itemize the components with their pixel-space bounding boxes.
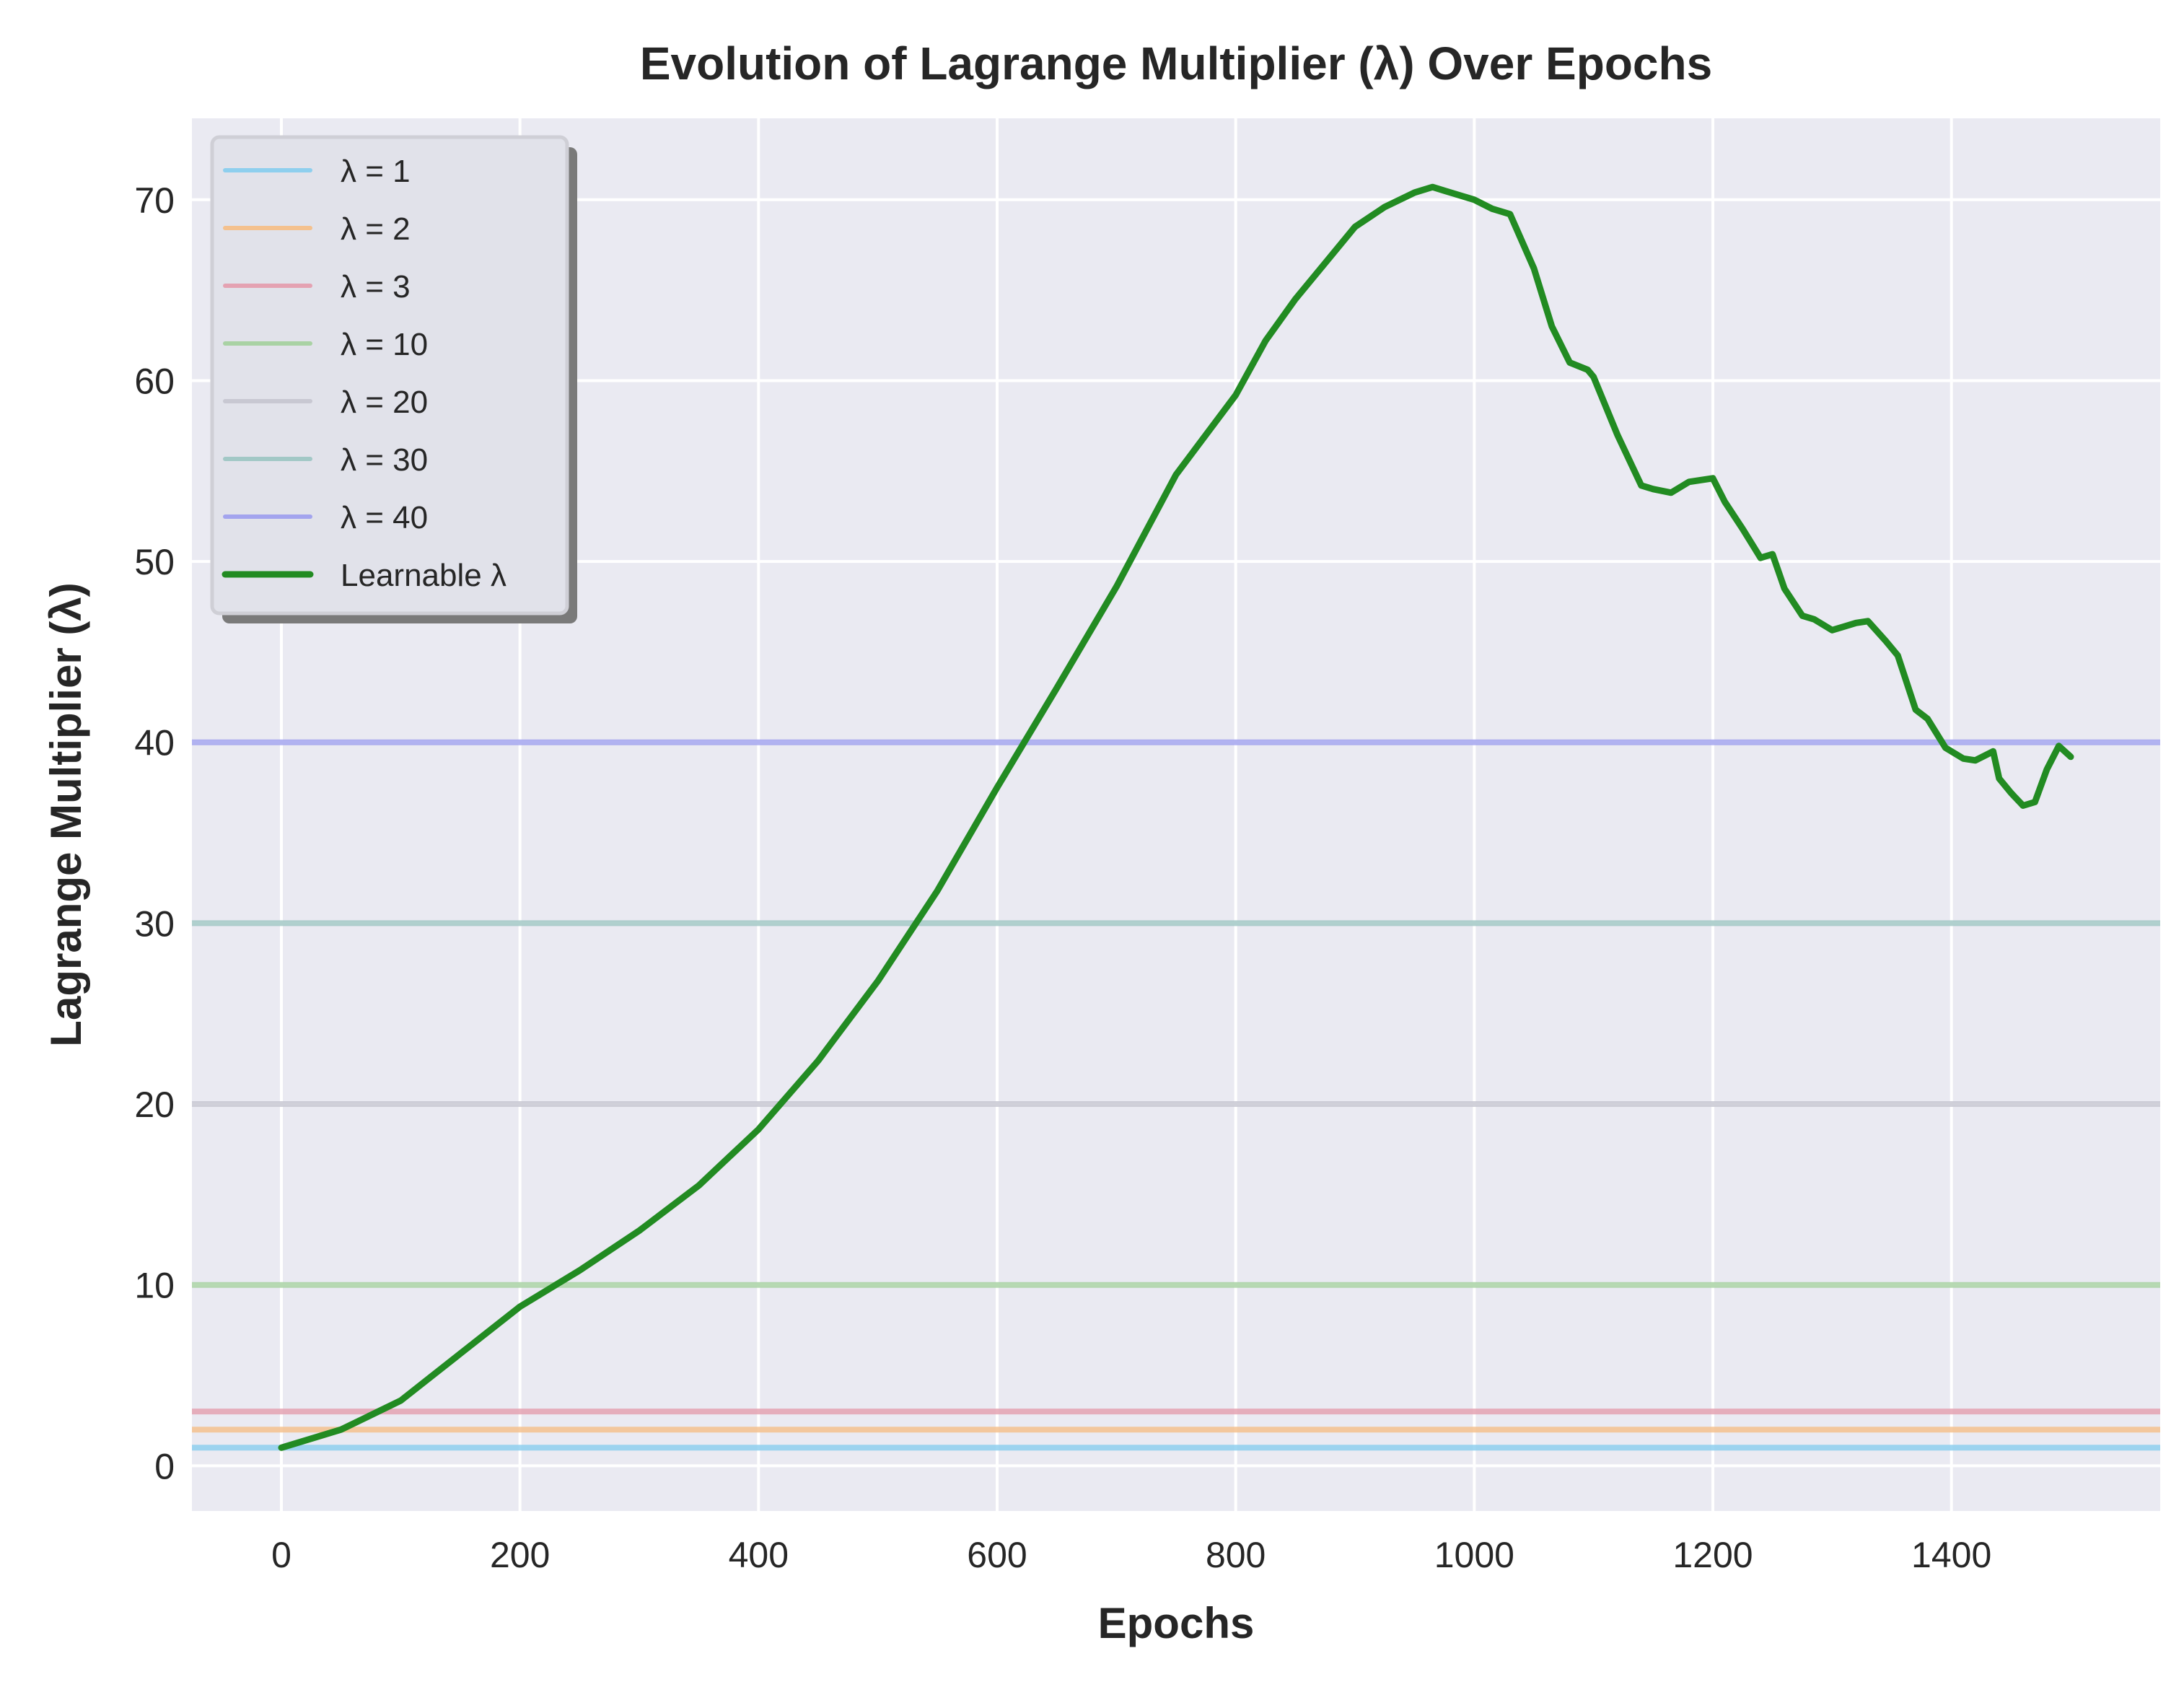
x-tick-label: 600 (967, 1535, 1027, 1575)
x-tick-label: 1200 (1672, 1535, 1753, 1575)
legend-label: λ = 30 (341, 442, 428, 478)
legend-box (210, 135, 569, 616)
series-lines (278, 183, 2074, 1451)
chart-title: Evolution of Lagrange Multiplier (λ) Ove… (640, 38, 1712, 89)
legend-items: λ = 1 λ = 2 λ = 3 λ = 10 λ = 20 λ = 30 λ = 40 L… (222, 154, 506, 593)
y-tick-label: 60 (134, 361, 175, 401)
fixed-lambda-lines (192, 739, 2160, 1451)
x-tick-label: 1000 (1434, 1535, 1514, 1575)
y-tick-label: 20 (134, 1085, 175, 1125)
legend-label: λ = 10 (341, 327, 428, 362)
x-tick-label: 1400 (1911, 1535, 1991, 1575)
tick-labels: 0 200 400 600 800 1000 1200 1400 0 10 20 30 40 50 60 70 (134, 180, 1991, 1575)
series-line-learnable-lambda (278, 183, 2074, 1451)
y-tick-label: 0 (154, 1446, 175, 1486)
legend: λ = 1 λ = 2 λ = 3 λ = 10 λ = 20 λ = 30 λ = 40 L… (210, 135, 577, 623)
y-tick-label: 10 (134, 1266, 175, 1306)
legend-label: Learnable λ (341, 558, 506, 593)
legend-label: λ = 20 (341, 385, 428, 420)
legend-label: λ = 40 (341, 500, 428, 535)
x-tick-label: 400 (729, 1535, 789, 1575)
legend-label: λ = 2 (341, 211, 411, 247)
legend-label: λ = 1 (341, 154, 411, 189)
x-tick-label: 800 (1206, 1535, 1266, 1575)
y-tick-label: 40 (134, 723, 175, 763)
x-tick-label: 200 (490, 1535, 550, 1575)
x-tick-label: 0 (271, 1535, 291, 1575)
legend-label: λ = 3 (341, 269, 411, 305)
y-axis-label: Lagrange Multiplier (λ) (42, 582, 90, 1046)
y-tick-label: 50 (134, 542, 175, 582)
y-tick-label: 70 (134, 180, 175, 221)
y-tick-label: 30 (134, 903, 175, 944)
x-axis-label: Epochs (1098, 1599, 1255, 1647)
